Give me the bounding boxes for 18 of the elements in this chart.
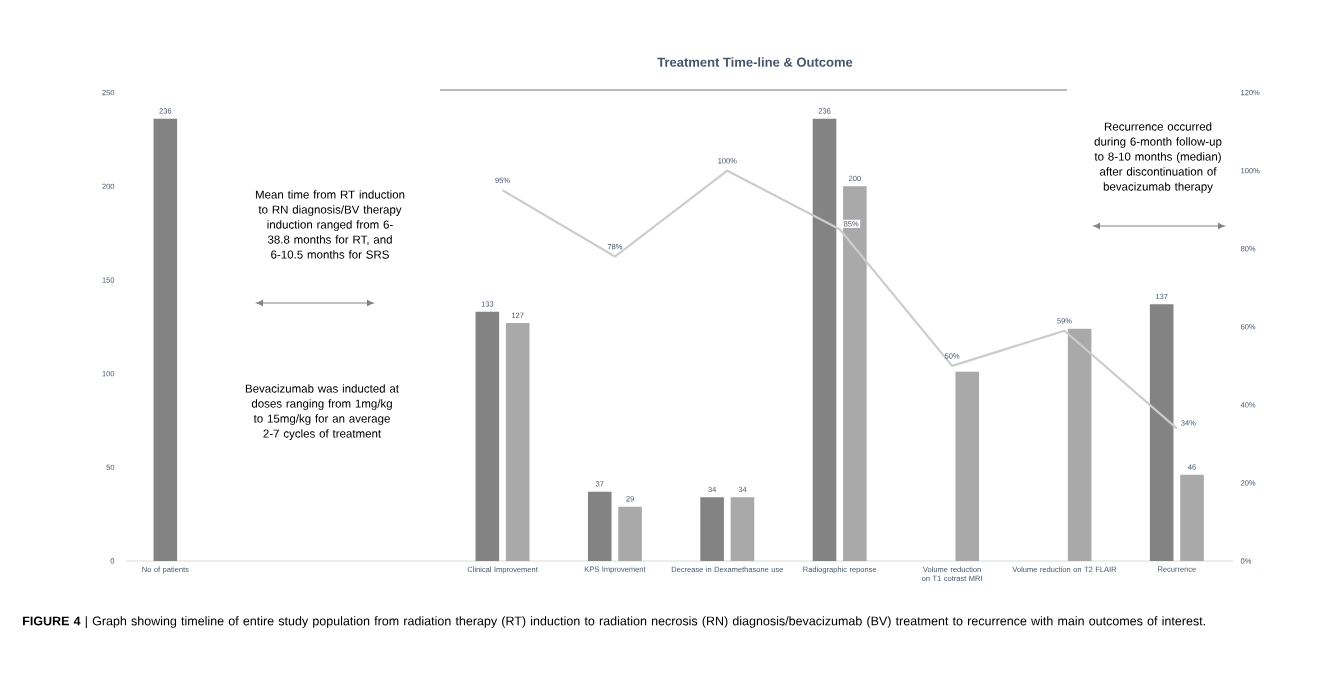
- bar: [812, 118, 837, 562]
- bar: [700, 497, 724, 562]
- bar: [955, 371, 980, 562]
- bar: [475, 311, 500, 562]
- bar: [1180, 474, 1204, 562]
- bar: [730, 497, 755, 562]
- bar: [587, 491, 612, 562]
- bar: [1067, 328, 1092, 562]
- bar: [1149, 304, 1174, 562]
- bar: [505, 323, 530, 562]
- bar: [153, 118, 178, 562]
- annotation: Bevacizumab was inducted at doses ranging from 1mg/kg to 15mg/kg for an average 2-7 cycles of treatment: [245, 384, 399, 440]
- bar: [618, 506, 642, 562]
- bar: [843, 186, 867, 562]
- text: FIGURE 4 | Graph showing timeline of entire study population from radiation therapy (RT) induction to radiation necrosis (RN) diagnosis/bevacizumab (BV) treatment to recurrence with main outcomes of interest.: [23, 616, 1205, 628]
- annotation: Mean time from RT induction to RN diagnosis/BV therapy induction ranged from 6-38.8 months for RT, and 6-10.5 months for SRS: [255, 190, 405, 259]
- annotation: Recurrence occurred during 6-month follow-up to 8-10 months (median) after discontinuation of bevacizumab therapy: [1094, 122, 1222, 193]
- chart-title: Treatment Time-line & Outcome: [657, 57, 853, 67]
